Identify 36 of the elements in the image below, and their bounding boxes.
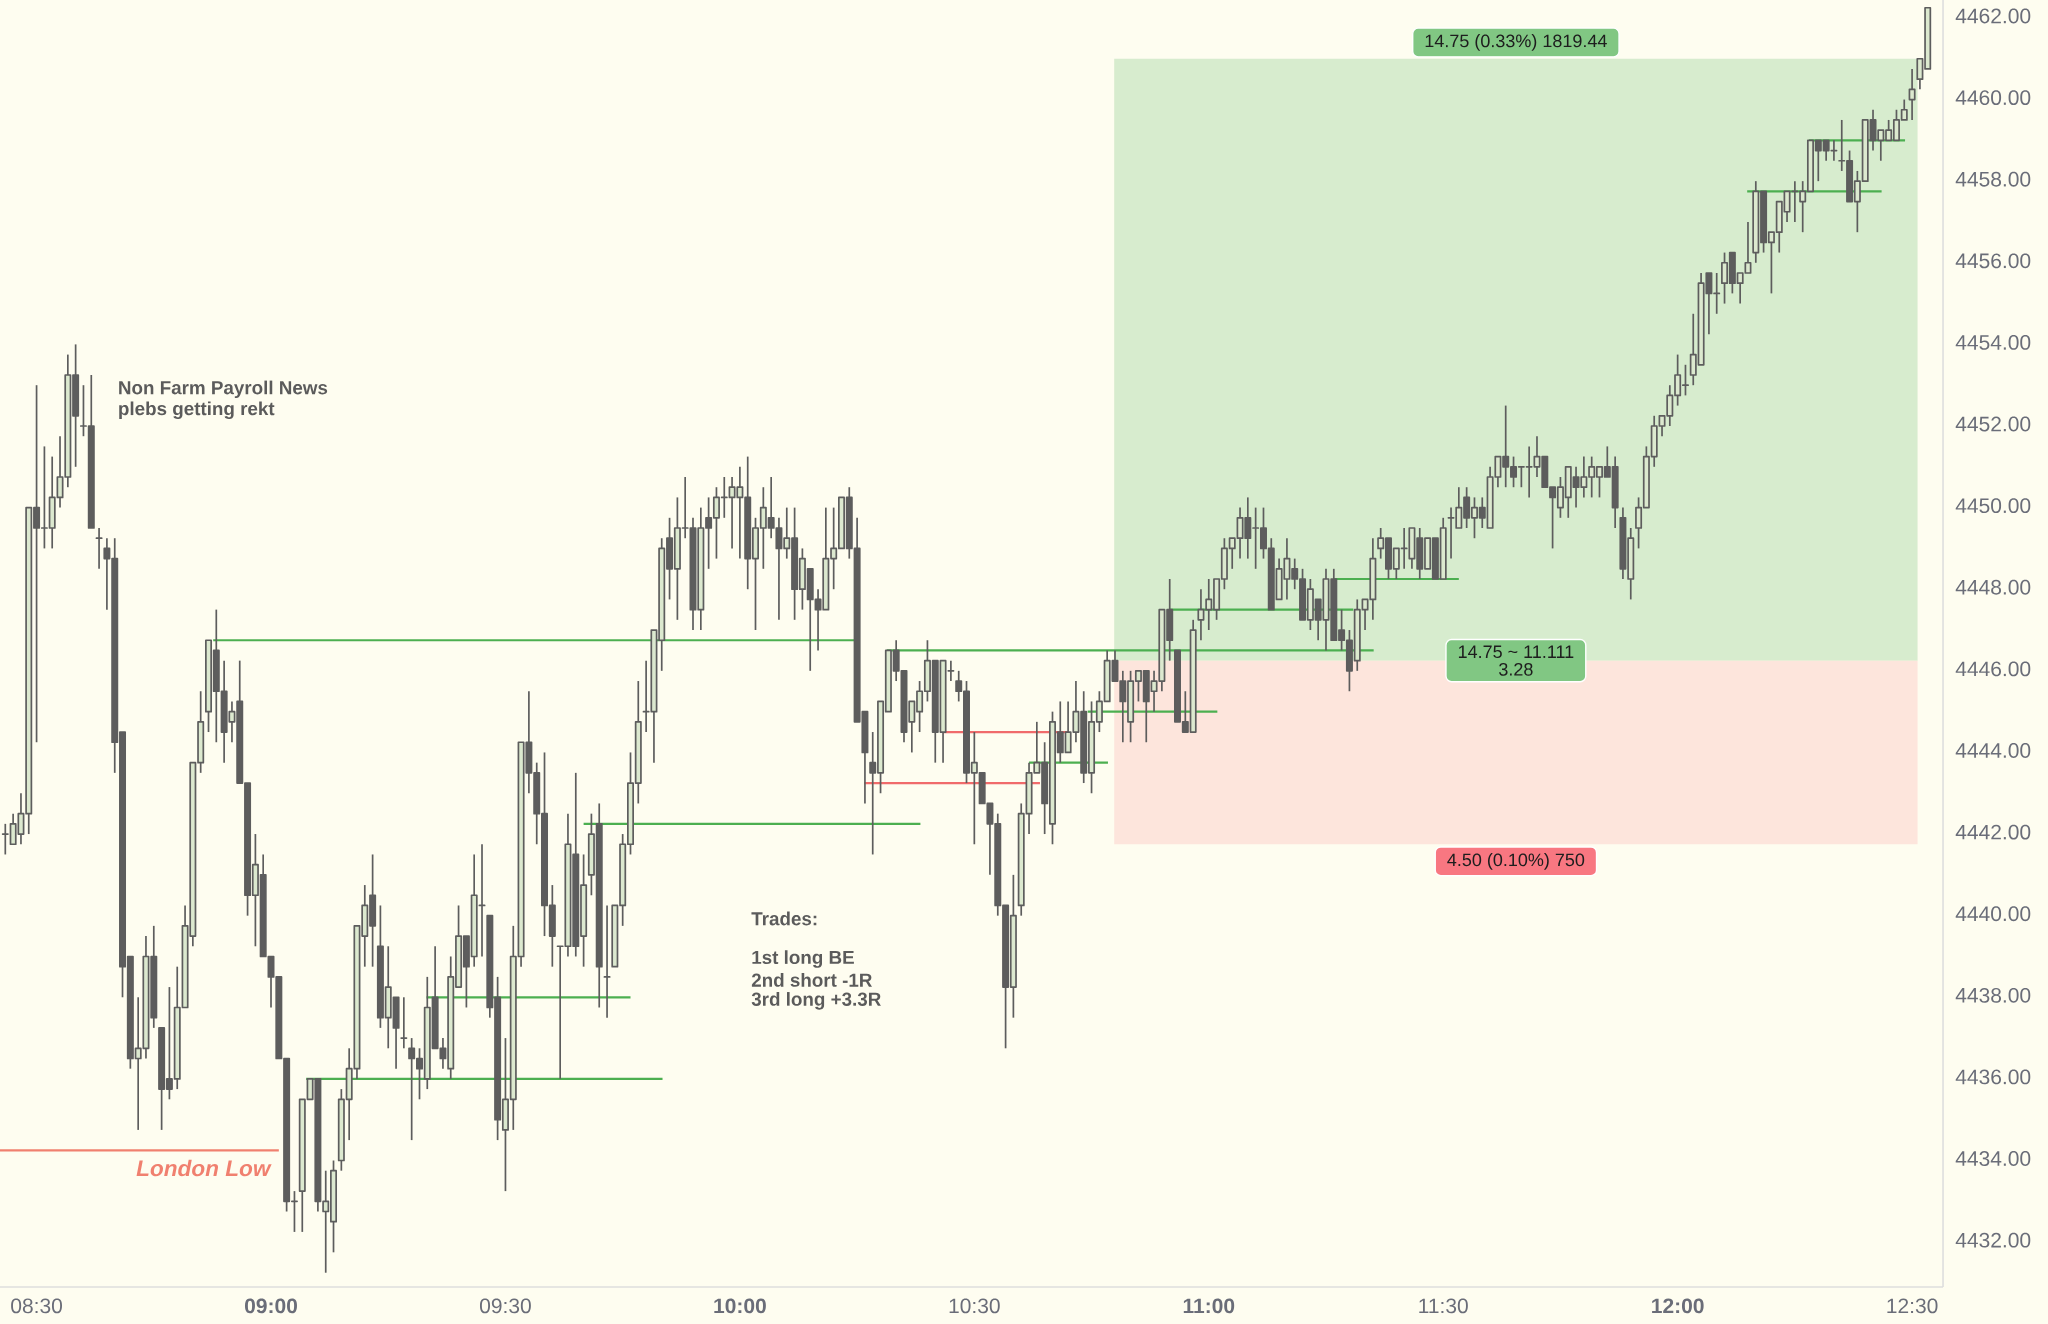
y-tick-label: 4442.00 [1955,824,2031,840]
x-tick-label: 11:00 [1183,1298,1235,1314]
annotation: 1st long BE [752,950,854,968]
annotation: Trades: [751,911,817,926]
series-label: London Low [136,1159,272,1177]
y-tick-label: 4452.00 [1955,416,2031,432]
annotation: 14.75 ~ 11.111 [1458,645,1574,659]
y-tick-label: 4432.00 [1955,1232,2031,1248]
x-tick-label: 12:30 [1887,1298,1938,1314]
y-tick-label: 4462.00 [1955,8,2031,24]
annotation: 14.75 (0.33%) 1819.44 [1425,34,1607,51]
annotation: plebs getting rekt [119,401,275,420]
y-tick-label: 4440.00 [1955,906,2031,922]
annotation: 2nd short -1R [751,973,872,987]
x-tick-label: 10:00 [714,1298,766,1314]
annotation: Non Farm Payroll News [119,380,328,399]
y-tick-label: 4454.00 [1955,335,2031,350]
y-tick-label: 4434.00 [1955,1151,2031,1166]
x-tick-label: 12:00 [1652,1298,1704,1314]
x-tick-label: 08:30 [11,1298,63,1314]
y-tick-label: 4460.00 [1955,90,2031,106]
annotation: 3rd long +3.3R [751,992,881,1010]
y-tick-label: 4458.00 [1955,171,2031,187]
y-tick-label: 4448.00 [1955,579,2031,595]
y-tick-label: 4446.00 [1955,661,2031,677]
annotation: 3.28 [1499,662,1533,676]
y-tick-label: 4444.00 [1955,743,2031,758]
x-tick-label: 09:00 [245,1298,297,1314]
y-tick-label: 4438.00 [1955,987,2031,1003]
x-tick-label: 09:30 [479,1298,531,1314]
x-tick-label: 11:30 [1419,1298,1468,1314]
x-tick-label: 10:30 [949,1298,1000,1314]
y-tick-label: 4436.00 [1955,1069,2031,1085]
y-tick-label: 4456.00 [1955,253,2031,269]
y-tick-label: 4450.00 [1955,498,2031,514]
annotation: 4.50 (0.10%) 750 [1447,852,1585,870]
